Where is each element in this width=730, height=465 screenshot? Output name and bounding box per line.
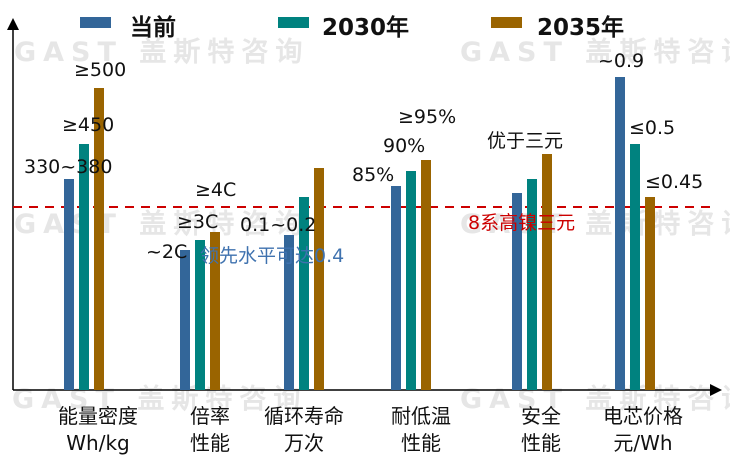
legend-swatch-current	[80, 17, 111, 28]
watermark: GAST 盖斯特咨询	[14, 37, 310, 68]
value-label: ~0.9	[598, 50, 645, 72]
value-label: 优于三元	[487, 130, 564, 152]
annotation: 领先水平可达0.4	[200, 245, 345, 267]
bar-cycle-2035	[314, 168, 324, 390]
watermark: GAST 盖斯特咨询	[460, 384, 730, 415]
legend-swatch-2035	[491, 17, 522, 28]
category-line1: 能量密度	[58, 404, 138, 428]
value-label: 85%	[352, 164, 395, 186]
category-line1: 耐低温	[391, 404, 451, 428]
watermark: GAST 盖斯特咨询	[14, 209, 310, 240]
category-label-lowtemp: 耐低温 性能	[361, 403, 481, 457]
bar-rate-2035	[210, 232, 220, 390]
value-label: ≥450	[62, 114, 115, 136]
bar-price-2035	[645, 197, 655, 390]
value-label: ~2C	[146, 241, 188, 263]
category-label-safety: 安全 性能	[481, 403, 601, 457]
bar-price-current	[615, 77, 625, 390]
legend-label-2030: 2030年	[322, 15, 410, 41]
category-label-price: 电芯价格 元/Wh	[583, 403, 703, 457]
category-line2: 元/Wh	[613, 431, 673, 455]
bar-lowtemp-current	[391, 186, 401, 390]
bar-lowtemp-2030	[406, 171, 416, 390]
watermark: GAST 盖斯特咨询	[460, 37, 730, 68]
value-label: ≤0.5	[629, 117, 676, 139]
bar-energy-current	[64, 179, 74, 390]
category-line1: 倍率	[190, 404, 230, 428]
value-label: ≥3C	[177, 211, 219, 233]
bar-safety-current	[512, 193, 522, 390]
reference-line-label: 8系高镍三元	[468, 212, 576, 234]
category-line2: 性能	[521, 431, 561, 455]
category-label-rate: 倍率 性能	[150, 403, 270, 457]
category-line2: 万次	[284, 431, 324, 455]
bar-energy-2030	[79, 144, 89, 390]
category-line2: Wh/kg	[66, 431, 130, 455]
bar-cycle-2030	[299, 197, 309, 390]
category-label-cycle: 循环寿命 万次	[244, 403, 364, 457]
bar-energy-2035	[94, 88, 104, 390]
legend-swatch-2030	[278, 17, 309, 28]
bar-safety-2035	[542, 154, 552, 390]
category-line2: 性能	[401, 431, 441, 455]
bar-safety-2030	[527, 179, 537, 390]
bar-price-2030	[630, 144, 640, 390]
value-label: ≥4C	[195, 179, 237, 201]
category-line1: 循环寿命	[264, 404, 344, 428]
category-line1: 电芯价格	[603, 404, 683, 428]
value-label: 90%	[383, 135, 426, 157]
legend-label-current: 当前	[130, 15, 176, 41]
bar-lowtemp-2035	[421, 160, 431, 390]
bar-rate-current	[180, 250, 190, 390]
watermark: GAST 盖斯特咨询	[460, 209, 730, 240]
bar-cycle-current	[284, 235, 294, 390]
category-line2: 性能	[190, 431, 230, 455]
value-label: 330~380	[24, 156, 113, 178]
category-line1: 安全	[521, 404, 561, 428]
watermark: GAST 盖斯特咨询	[12, 384, 308, 415]
legend-label-2035: 2035年	[537, 15, 625, 41]
bar-rate-2030	[195, 240, 205, 390]
value-label: 0.1~0.2	[240, 214, 317, 236]
value-label: ≤0.45	[645, 171, 704, 193]
category-label-energy: 能量密度 Wh/kg	[38, 403, 158, 457]
value-label: ≥95%	[398, 106, 457, 128]
value-label: ≥500	[74, 59, 127, 81]
